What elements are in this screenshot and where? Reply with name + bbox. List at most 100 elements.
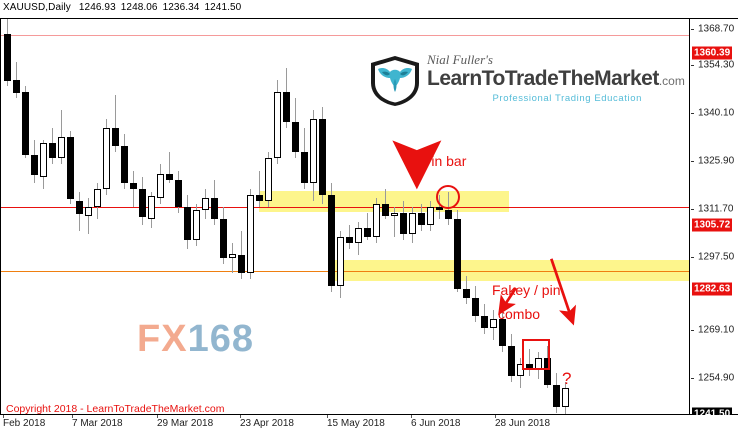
candlestick[interactable] — [499, 19, 506, 414]
candlestick[interactable] — [400, 19, 407, 414]
quote-line: XAUUSD,Daily 1246.93 1248.06 1236.34 1241.50 — [3, 2, 246, 13]
candlestick[interactable] — [121, 19, 128, 414]
candlestick[interactable] — [13, 19, 20, 414]
candlestick[interactable] — [175, 19, 182, 414]
candlestick[interactable] — [292, 19, 299, 414]
candlestick[interactable] — [193, 19, 200, 414]
date-tick-mark — [327, 415, 328, 418]
candlestick[interactable] — [553, 19, 560, 414]
candlestick[interactable] — [76, 19, 83, 414]
candle-body-bullish — [148, 196, 155, 219]
candlestick[interactable] — [40, 19, 47, 414]
candle-body-bearish — [4, 34, 11, 82]
candle-body-bearish — [436, 206, 443, 210]
price-axis[interactable]: 1368.70 1360.39 1354.30 1340.10 1325.90 1311.… — [690, 18, 738, 421]
candlestick[interactable] — [427, 19, 434, 414]
candlestick[interactable] — [130, 19, 137, 414]
date-axis[interactable]: Feb 2018 7 Mar 2018 29 Mar 2018 23 Apr 2018… — [0, 415, 738, 437]
candlestick[interactable] — [4, 19, 11, 414]
candlestick[interactable] — [508, 19, 515, 414]
candlestick[interactable] — [49, 19, 56, 414]
symbol-label: XAUUSD,Daily — [3, 2, 71, 13]
candlestick[interactable] — [112, 19, 119, 414]
candle-wick — [259, 170, 260, 207]
candlestick[interactable] — [256, 19, 263, 414]
candlestick[interactable] — [436, 19, 443, 414]
candlestick[interactable] — [139, 19, 146, 414]
candlestick[interactable] — [229, 19, 236, 414]
candle-body-bearish — [175, 179, 182, 207]
candlestick[interactable] — [463, 19, 470, 414]
candlestick[interactable] — [418, 19, 425, 414]
level-price-badge: 1282.63 — [692, 282, 733, 296]
candlestick[interactable] — [409, 19, 416, 414]
candle-body-bearish — [544, 358, 551, 386]
candlestick[interactable] — [346, 19, 353, 414]
candlestick[interactable] — [472, 19, 479, 414]
candlestick[interactable] — [184, 19, 191, 414]
candlestick[interactable] — [355, 19, 362, 414]
logo-text-block: Nial Fuller's LearnToTradeTheMarket.com … — [427, 53, 685, 105]
candlestick[interactable] — [481, 19, 488, 414]
candle-body-bearish — [481, 315, 488, 328]
pin-bar-label: Pin bar — [422, 153, 467, 169]
candlestick[interactable] — [562, 19, 569, 414]
candlestick[interactable] — [238, 19, 245, 414]
candlestick[interactable] — [67, 19, 74, 414]
candlestick[interactable] — [94, 19, 101, 414]
brand-logo: Nial Fuller's LearnToTradeTheMarket.com … — [369, 53, 685, 109]
candlestick[interactable] — [301, 19, 308, 414]
candlestick[interactable] — [58, 19, 65, 414]
candlestick[interactable] — [454, 19, 461, 414]
candle-body-bullish — [85, 206, 92, 216]
candle-body-bearish — [256, 194, 263, 201]
candlestick[interactable] — [544, 19, 551, 414]
candlestick[interactable] — [247, 19, 254, 414]
candlestick[interactable] — [391, 19, 398, 414]
price-plot-area[interactable]: FX168 Nial Fuller's LearnToTradeTheMarke… — [0, 18, 690, 415]
candlestick[interactable] — [517, 19, 524, 414]
candle-body-bullish — [103, 128, 110, 189]
date-tick-label: 29 Mar 2018 — [157, 418, 214, 429]
candlestick[interactable] — [22, 19, 29, 414]
candle-body-bearish — [76, 200, 83, 215]
candle-body-bullish — [193, 209, 200, 241]
candlestick[interactable] — [157, 19, 164, 414]
candle-body-bearish — [67, 137, 74, 200]
question-mark-label: ? — [562, 369, 572, 388]
fx168-watermark: FX168 — [137, 319, 254, 359]
candle-body-bullish — [427, 206, 434, 225]
price-tick-mark — [691, 209, 694, 210]
candlestick[interactable] — [310, 19, 317, 414]
candlestick[interactable] — [166, 19, 173, 414]
logo-brand-name: LearnToTradeTheMarket — [427, 67, 659, 90]
candlestick[interactable] — [328, 19, 335, 414]
candlestick[interactable] — [31, 19, 38, 414]
candlestick[interactable] — [211, 19, 218, 414]
candle-body-bearish — [400, 212, 407, 235]
fakey-combo-box — [522, 339, 550, 370]
candle-body-bearish — [49, 143, 56, 159]
low-value: 1236.34 — [162, 2, 200, 13]
candlestick[interactable] — [490, 19, 497, 414]
candlestick[interactable] — [274, 19, 281, 414]
candlestick[interactable] — [337, 19, 344, 414]
candlestick[interactable] — [265, 19, 272, 414]
candlestick[interactable] — [202, 19, 209, 414]
candlestick[interactable] — [373, 19, 380, 414]
candle-body-bullish — [157, 173, 164, 198]
candlestick[interactable] — [85, 19, 92, 414]
candlestick[interactable] — [319, 19, 326, 414]
candle-body-bearish — [139, 188, 146, 218]
candlestick[interactable] — [382, 19, 389, 414]
candle-body-bearish — [346, 237, 353, 244]
candlestick[interactable] — [364, 19, 371, 414]
price-tick-mark — [691, 330, 694, 331]
candlestick[interactable] — [103, 19, 110, 414]
candlestick[interactable] — [220, 19, 227, 414]
candle-body-bullish — [40, 143, 47, 177]
candlestick[interactable] — [283, 19, 290, 414]
candle-wick — [241, 231, 242, 280]
candlestick[interactable] — [148, 19, 155, 414]
high-value: 1248.06 — [120, 2, 158, 13]
